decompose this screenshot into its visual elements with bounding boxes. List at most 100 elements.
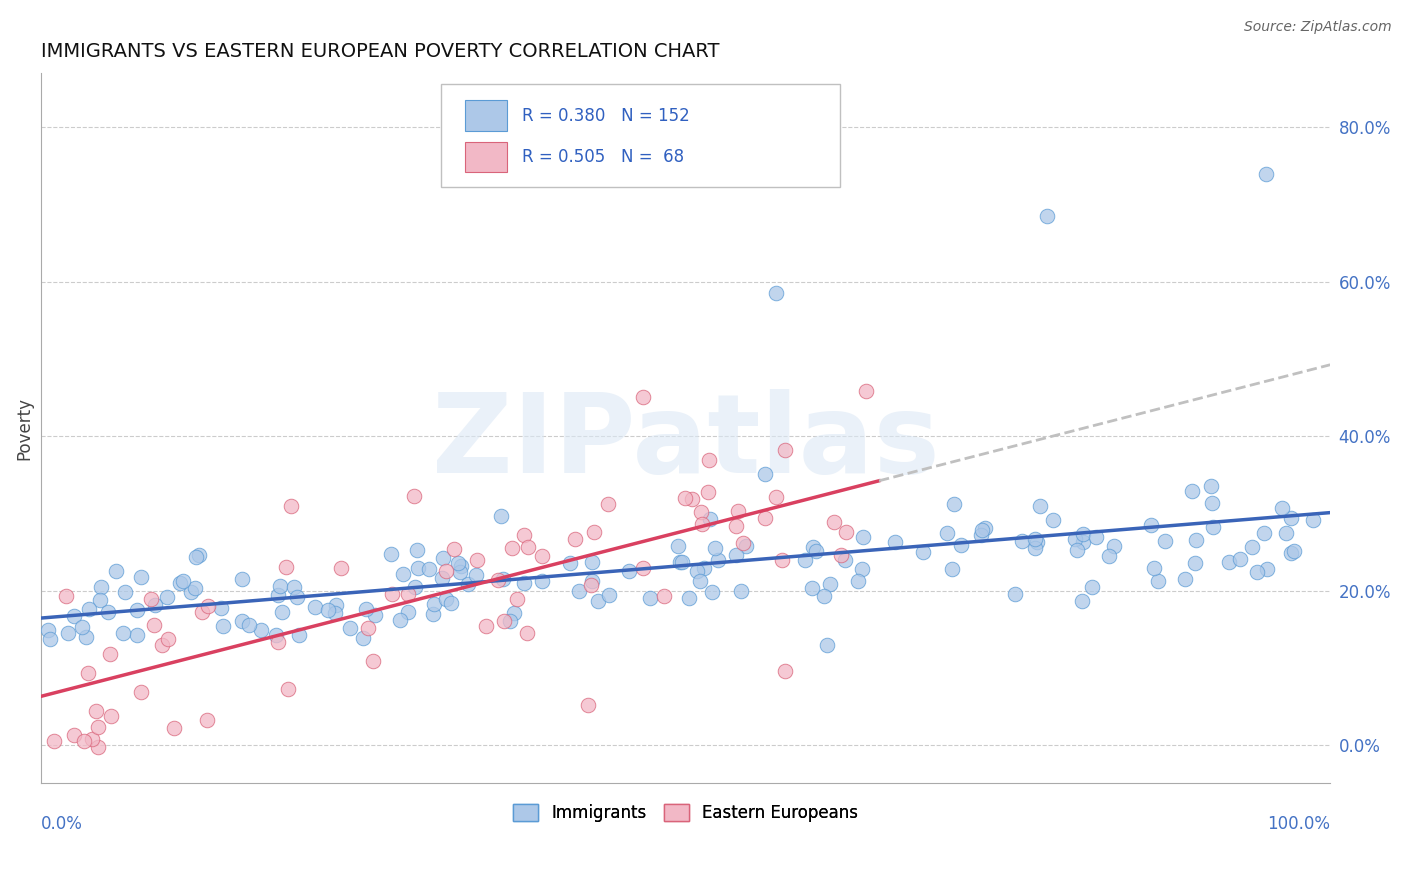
Point	[1199, 479, 1222, 493]
Point	[264, 628, 287, 642]
Point	[1153, 533, 1175, 548]
Point	[209, 600, 232, 615]
Point	[316, 603, 339, 617]
Point	[238, 617, 260, 632]
Point	[1241, 540, 1264, 554]
Point	[530, 549, 553, 563]
Point	[1146, 574, 1168, 588]
Point	[855, 384, 877, 398]
Point	[773, 442, 796, 457]
Point	[392, 566, 415, 581]
Point	[681, 491, 703, 506]
Point	[450, 558, 472, 573]
Point	[531, 574, 554, 588]
Point	[465, 568, 488, 582]
Point	[516, 541, 538, 555]
Point	[156, 632, 179, 646]
Point	[440, 596, 463, 610]
Point	[76, 665, 98, 680]
Point	[689, 505, 711, 519]
Point	[1229, 552, 1251, 566]
Point	[835, 524, 858, 539]
Point	[187, 548, 209, 562]
Point	[184, 582, 207, 596]
FancyBboxPatch shape	[465, 142, 506, 172]
Point	[973, 521, 995, 535]
Point	[754, 510, 776, 524]
Point	[804, 544, 827, 558]
Point	[1011, 534, 1033, 549]
Point	[852, 530, 875, 544]
Point	[666, 539, 689, 553]
Point	[700, 585, 723, 599]
Point	[1254, 167, 1277, 181]
Point	[851, 562, 873, 576]
Point	[678, 591, 700, 606]
Point	[270, 605, 292, 619]
Point	[801, 541, 824, 555]
Point	[492, 572, 515, 586]
Point	[80, 731, 103, 746]
Point	[1066, 542, 1088, 557]
Point	[443, 541, 465, 556]
Point	[912, 545, 935, 559]
Point	[1202, 520, 1225, 534]
Point	[730, 584, 752, 599]
Point	[361, 654, 384, 668]
Point	[652, 589, 675, 603]
Point	[75, 630, 97, 644]
Point	[139, 591, 162, 606]
Point	[77, 601, 100, 615]
Point	[754, 467, 776, 481]
Point	[432, 551, 454, 566]
Point	[475, 618, 498, 632]
Point	[422, 607, 444, 621]
Point	[37, 624, 59, 638]
Point	[56, 625, 79, 640]
Point	[404, 580, 426, 594]
Point	[733, 536, 755, 550]
Point	[1042, 513, 1064, 527]
Point	[1071, 526, 1094, 541]
Point	[704, 541, 727, 555]
Point	[277, 681, 299, 696]
Point	[1246, 565, 1268, 579]
Point	[1302, 513, 1324, 527]
Point	[325, 598, 347, 612]
Point	[396, 587, 419, 601]
Text: 0.0%: 0.0%	[41, 815, 83, 833]
Point	[793, 553, 815, 567]
Point	[423, 597, 446, 611]
Point	[1098, 549, 1121, 563]
Point	[581, 555, 603, 569]
Point	[125, 628, 148, 642]
Point	[941, 562, 963, 576]
Point	[129, 570, 152, 584]
Point	[673, 491, 696, 505]
Point	[770, 552, 793, 566]
Legend: Immigrants, Eastern Europeans: Immigrants, Eastern Europeans	[506, 797, 865, 829]
Point	[195, 713, 218, 727]
Point	[818, 577, 841, 591]
Point	[404, 489, 426, 503]
Point	[323, 606, 346, 620]
Point	[1279, 546, 1302, 560]
Point	[576, 698, 599, 713]
Point	[486, 573, 509, 587]
Point	[638, 591, 661, 606]
Point	[381, 586, 404, 600]
Text: R = 0.505   N =  68: R = 0.505 N = 68	[522, 148, 685, 166]
Point	[690, 517, 713, 532]
Point	[1174, 572, 1197, 586]
Point	[686, 564, 709, 578]
Point	[696, 484, 718, 499]
Point	[73, 734, 96, 748]
Y-axis label: Poverty: Poverty	[15, 397, 32, 460]
Point	[172, 574, 194, 588]
Point	[492, 614, 515, 628]
Point	[697, 453, 720, 467]
Point	[55, 589, 77, 603]
Point	[330, 561, 353, 575]
Point	[87, 739, 110, 754]
Point	[354, 602, 377, 616]
